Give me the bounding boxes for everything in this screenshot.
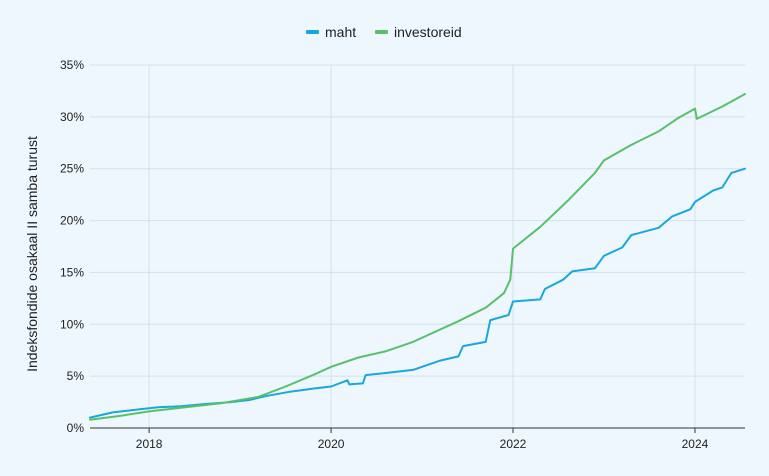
y-tick-label: 35% xyxy=(60,58,84,72)
series-line-investoreid xyxy=(89,93,746,421)
axes: 0% 5% 10% 15% 20% 25% 30% 35% 2018 2020 2022 2024 xyxy=(60,58,745,451)
x-tick-label: 2022 xyxy=(500,437,527,451)
y-tick-label: 5% xyxy=(67,369,85,383)
y-tick-label: 15% xyxy=(60,265,84,279)
x-tick-label: 2024 xyxy=(682,437,709,451)
y-tick-label: 30% xyxy=(60,110,84,124)
legend-swatch-maht xyxy=(306,30,319,34)
gridlines xyxy=(90,64,745,428)
y-tick-label: 10% xyxy=(60,317,84,331)
series-layer xyxy=(89,93,746,421)
legend-label-investoreid: investoreid xyxy=(394,24,462,40)
y-tick-label: 20% xyxy=(60,214,84,228)
y-tick-label: 25% xyxy=(60,162,84,176)
legend: maht investoreid xyxy=(306,24,462,40)
x-tick-label: 2018 xyxy=(136,437,163,451)
legend-swatch-investoreid xyxy=(375,30,388,34)
x-tick-label: 2020 xyxy=(318,437,345,451)
y-axis-title: Indeksfondide osakaal II samba turust xyxy=(24,136,40,372)
legend-label-maht: maht xyxy=(325,24,356,40)
series-line-maht xyxy=(89,167,746,419)
y-tick-label: 0% xyxy=(67,421,85,435)
